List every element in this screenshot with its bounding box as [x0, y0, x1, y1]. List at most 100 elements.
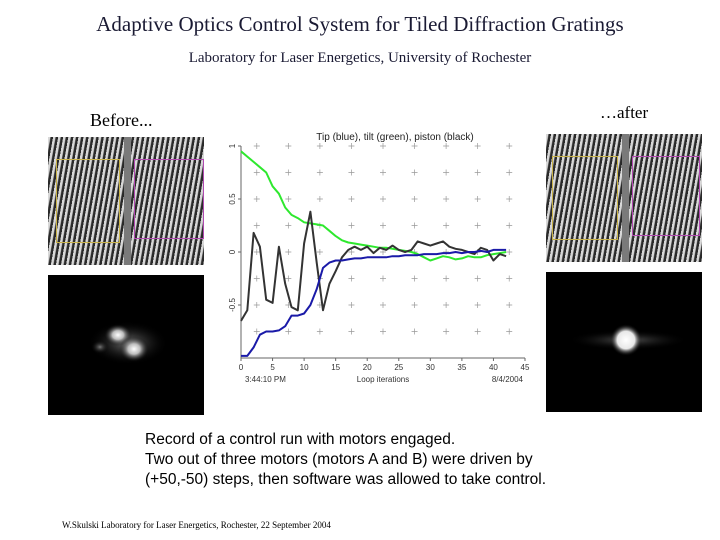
grid-mark	[253, 143, 260, 149]
grid-mark	[348, 328, 355, 335]
grid-mark	[253, 302, 260, 308]
x-tick-label: 25	[394, 363, 403, 372]
footer: W.Skulski Laboratory for Laser Energetic…	[62, 520, 331, 530]
grid-mark	[474, 328, 481, 335]
x-tick-label: 0	[239, 363, 244, 372]
grid-mark	[348, 302, 355, 308]
grid-mark	[474, 275, 481, 282]
grid-mark	[285, 143, 292, 149]
series-line-tilt	[240, 150, 507, 262]
grid-mark	[380, 302, 386, 308]
grid-mark	[348, 222, 355, 229]
grid-mark	[316, 328, 323, 335]
grid-mark	[506, 196, 513, 202]
y-tick-labels: 1 0.5 0 -0.5	[228, 143, 241, 312]
grid-mark	[380, 169, 386, 176]
caption-line: (+50,-50) steps, then software was allow…	[145, 471, 547, 488]
grid-mark	[348, 143, 355, 149]
grid-mark	[506, 328, 513, 335]
caption: Record of a control run with motors enga…	[145, 430, 546, 490]
series-line-piston	[240, 210, 507, 322]
x-tick-label: 20	[363, 363, 372, 372]
grid-mark	[285, 249, 292, 255]
grid-mark	[348, 196, 355, 202]
grid-mark	[443, 169, 450, 176]
grid-mark	[411, 275, 418, 282]
grid-mark	[380, 275, 386, 282]
grid-mark	[411, 328, 418, 335]
slide-subtitle: Laboratory for Laser Energetics, Univers…	[188, 50, 532, 66]
y-tick-label: -0.5	[228, 298, 237, 312]
grid-mark	[253, 328, 260, 335]
x-tick-label: 15	[331, 363, 340, 372]
grid-mark	[443, 275, 450, 282]
x-tick-label: 45	[521, 363, 530, 372]
grid-mark	[443, 196, 450, 202]
grid-mark	[506, 249, 513, 255]
grid-mark	[411, 196, 418, 202]
grid-mark	[443, 143, 450, 149]
grid-mark	[316, 249, 323, 255]
grid-mark	[411, 169, 418, 176]
date-label: 8/4/2004	[492, 375, 524, 384]
grid-mark	[285, 275, 292, 282]
x-tick-label: 30	[426, 363, 435, 372]
grid-mark	[348, 249, 355, 255]
x-tick-label: 40	[489, 363, 498, 372]
grid-mark	[411, 302, 418, 308]
grid-mark	[411, 222, 418, 229]
grid-mark	[253, 222, 260, 229]
grid-mark	[443, 222, 450, 229]
grid-mark	[253, 196, 260, 202]
grid-mark	[285, 169, 292, 176]
after-grating-image	[546, 134, 702, 262]
grid-mark	[443, 328, 450, 335]
series-line-tip	[241, 248, 507, 357]
y-tick-label: 1	[228, 143, 237, 148]
grid-mark	[506, 302, 513, 308]
grid-mark	[348, 275, 355, 282]
grid-mark	[380, 222, 386, 229]
x-tick-label: 10	[300, 363, 309, 372]
x-tick-labels: 0 5 10 15 20 25 30 35 40 45	[239, 358, 530, 372]
grid-mark	[380, 143, 386, 149]
grid-mark	[506, 169, 513, 176]
grid-mark	[253, 275, 260, 282]
grid-mark	[474, 196, 481, 202]
grid-mark	[316, 143, 323, 149]
tile-gap	[622, 134, 629, 262]
grid-mark	[348, 169, 355, 176]
start-time-label: 3:44:10 PM	[245, 375, 286, 384]
x-axis-label: Loop iterations	[357, 375, 409, 384]
before-label: Before...	[90, 110, 153, 130]
grid-mark	[474, 222, 481, 229]
y-tick-label: 0	[228, 249, 237, 254]
before-focal-spot-image	[48, 275, 204, 415]
x-tick-label: 35	[457, 363, 466, 372]
grid-mark	[443, 249, 450, 255]
before-spot-render	[88, 321, 168, 365]
grid-mark	[380, 328, 386, 335]
grid-mark	[506, 275, 513, 282]
grid-mark	[285, 328, 292, 335]
series-lines	[240, 150, 507, 357]
grid-mark	[506, 222, 513, 229]
grid-mark	[506, 143, 513, 149]
caption-line: Record of a control run with motors enga…	[145, 431, 456, 448]
after-label: …after	[600, 103, 649, 122]
caption-line: Two out of three motors (motors A and B)…	[145, 451, 533, 468]
grid-mark	[316, 169, 323, 176]
left-tile-roi	[56, 159, 120, 243]
after-focal-spot-image	[546, 272, 702, 412]
after-spot-render	[568, 324, 688, 356]
grid-mark	[253, 249, 260, 255]
chart-title: Tip (blue), tilt (green), piston (black)	[316, 132, 473, 143]
right-tile-roi	[134, 159, 204, 239]
x-tick-label: 5	[270, 363, 275, 372]
grid-mark	[380, 249, 386, 255]
grid-mark	[253, 169, 260, 176]
grid-mark	[380, 196, 386, 202]
control-run-chart: Tip (blue), tilt (green), piston (black)…	[228, 132, 530, 384]
grid-mark	[474, 143, 481, 149]
right-tile-roi	[632, 156, 700, 236]
